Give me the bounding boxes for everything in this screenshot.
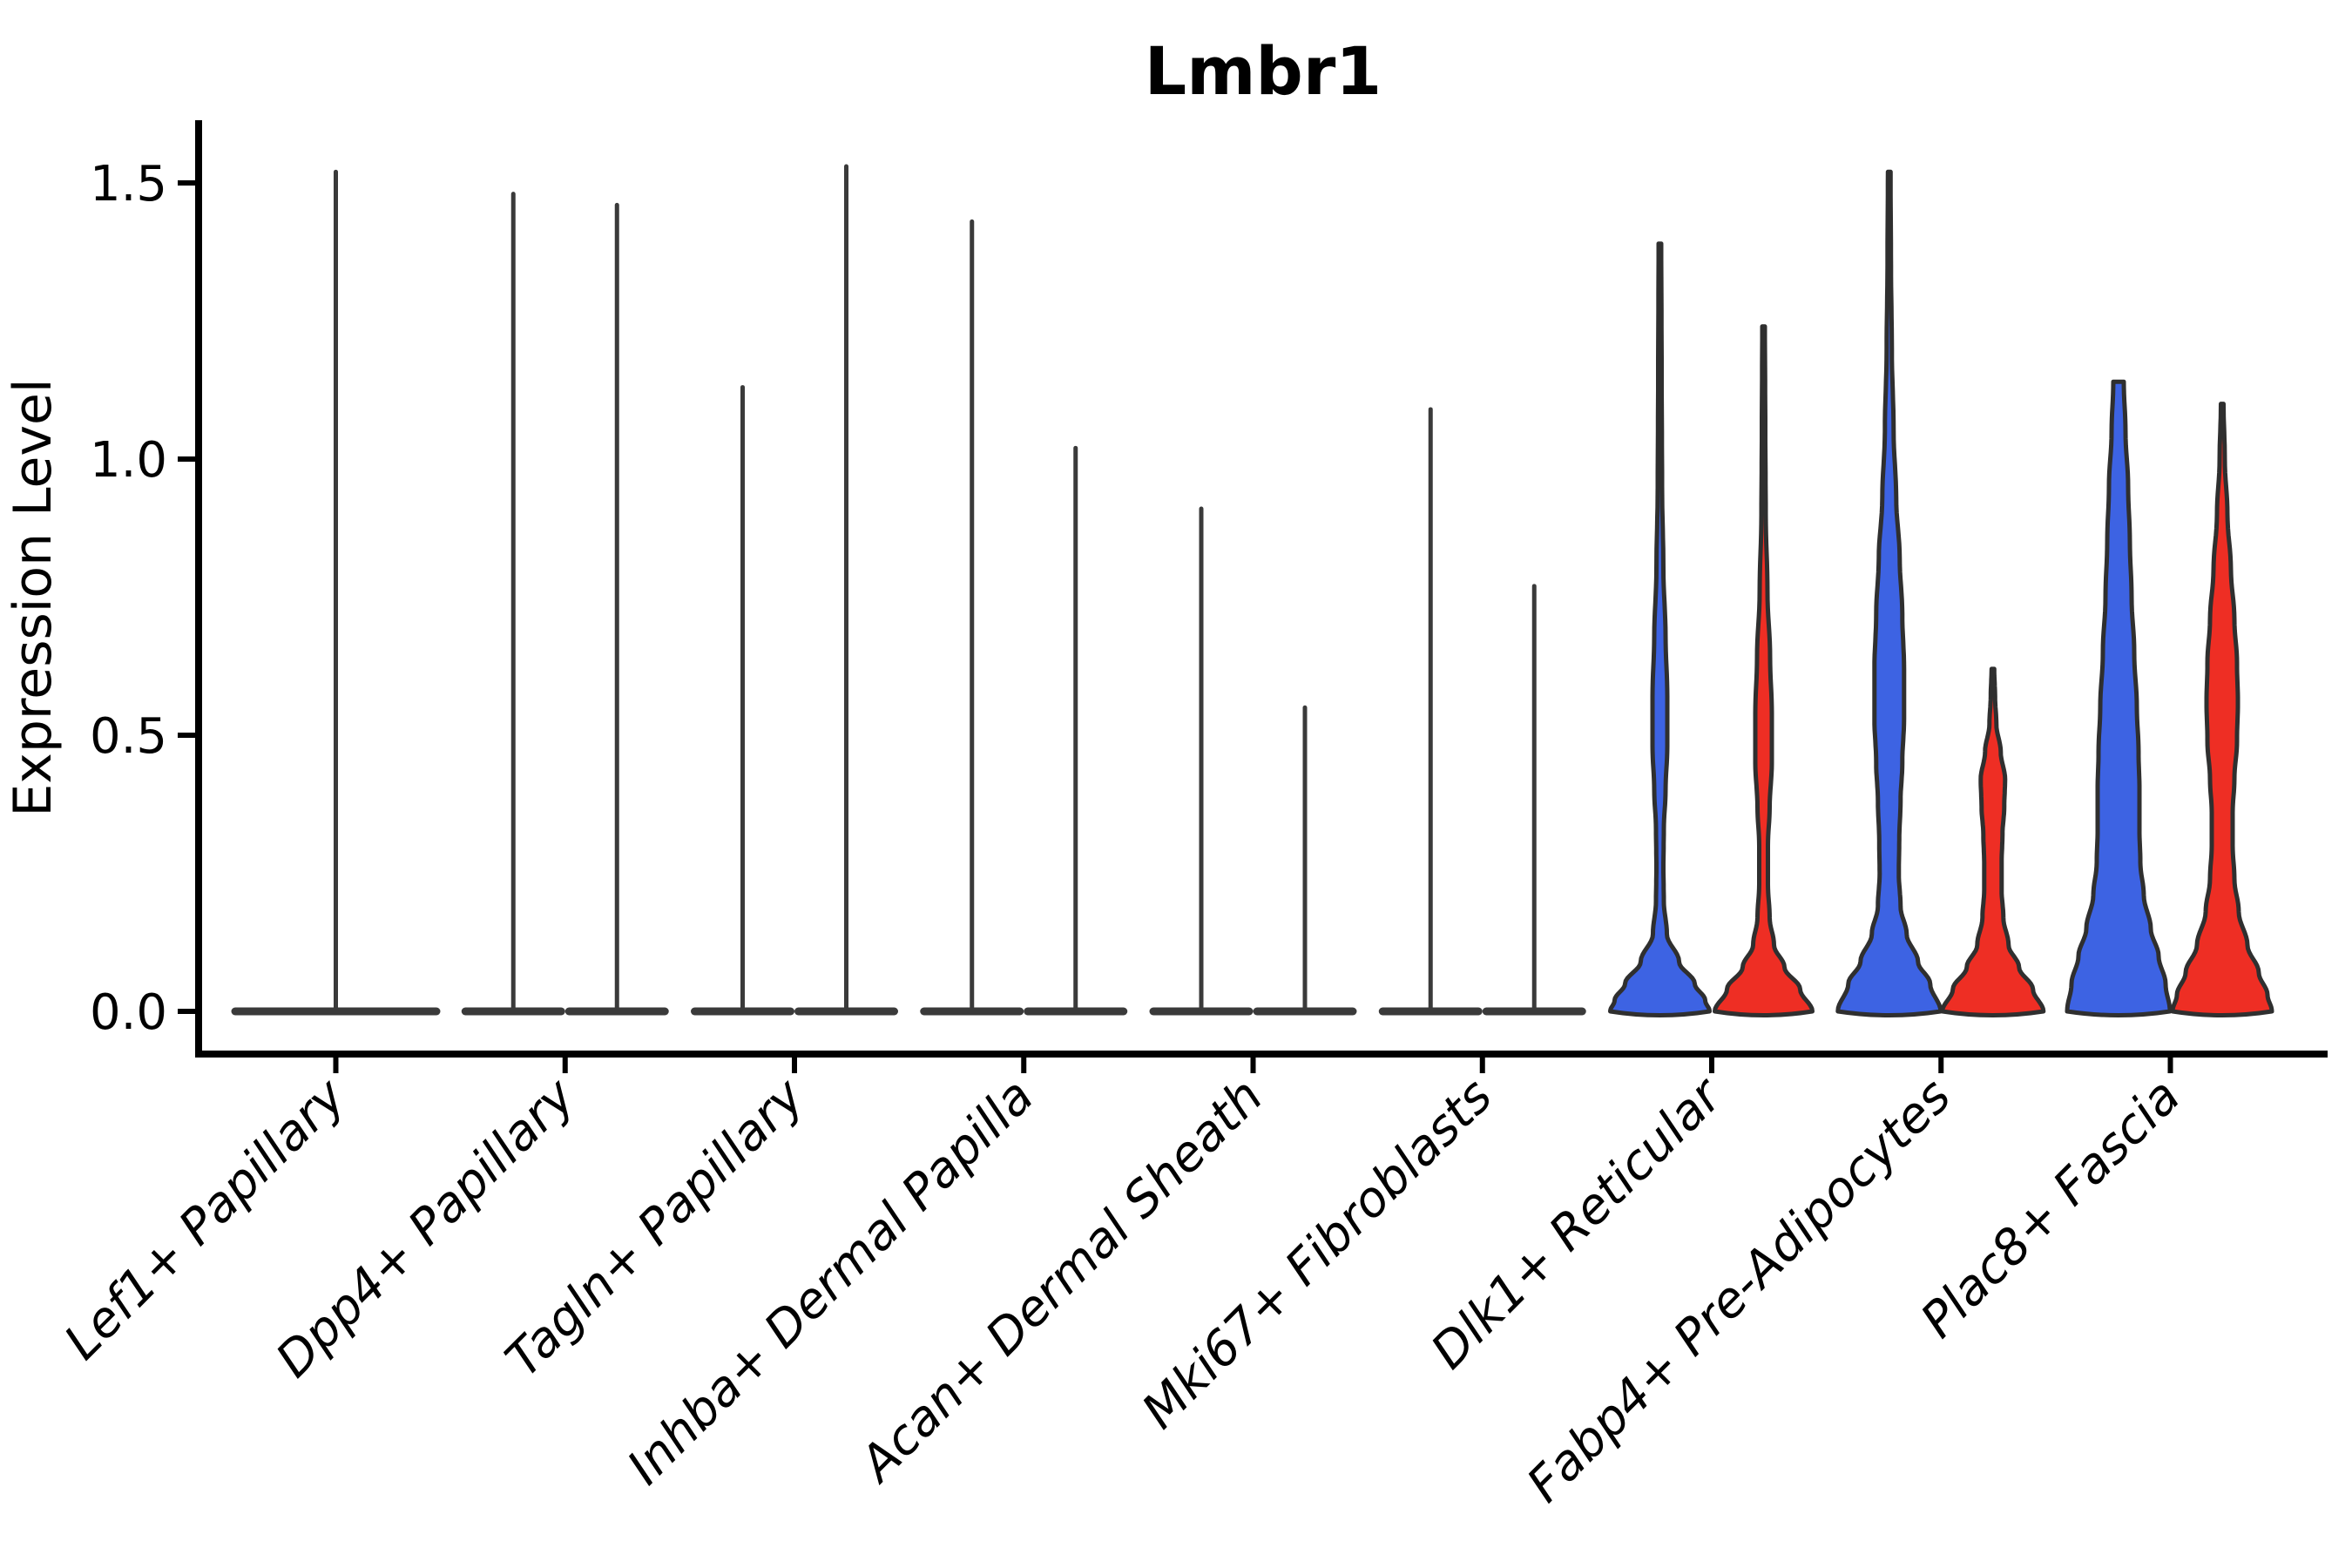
violin-shape — [1608, 241, 1712, 1017]
violin-base — [461, 1007, 565, 1016]
violin-shape — [1713, 324, 1815, 1017]
violin — [1835, 169, 1943, 1017]
y-axis-label: Expression Level — [3, 378, 64, 816]
violin-base — [1482, 1007, 1586, 1016]
violin — [1149, 506, 1254, 1016]
x-tick-label: Acan+ Dermal Sheath — [848, 1068, 1274, 1494]
violin — [794, 164, 898, 1016]
violin — [564, 202, 669, 1016]
violin — [920, 219, 1024, 1016]
violin-base — [1378, 1007, 1483, 1016]
violin-base — [691, 1007, 794, 1016]
violin — [1940, 666, 2046, 1017]
violin-shape — [1940, 666, 2046, 1017]
violin — [231, 169, 441, 1016]
y-tick-label: 0.5 — [90, 708, 167, 765]
x-tick-label: Fabp4+ Pre-Adipocytes — [1517, 1068, 1962, 1513]
violin-base — [794, 1007, 898, 1016]
violin — [1024, 445, 1128, 1016]
y-tick-label: 1.5 — [90, 156, 167, 213]
y-tick-labels: 0.0 0.5 1.0 1.5 — [90, 156, 167, 1041]
violin-base — [920, 1007, 1024, 1016]
violin — [1253, 705, 1357, 1016]
violin — [1378, 407, 1483, 1016]
violin-shape — [2170, 402, 2274, 1017]
chart-title: Lmbr1 — [1145, 32, 1382, 110]
y-tick-label: 1.0 — [90, 432, 167, 489]
violin — [461, 192, 565, 1016]
violins — [231, 164, 2274, 1017]
violin-shape — [1835, 169, 1943, 1017]
violin-base — [231, 1007, 441, 1016]
violin-base — [564, 1007, 669, 1016]
violin — [691, 385, 794, 1016]
y-tick-label: 0.0 — [90, 984, 167, 1041]
violin-shape — [2065, 379, 2173, 1017]
violin — [1608, 241, 1712, 1017]
violin-base — [1253, 1007, 1357, 1016]
violin — [2170, 402, 2274, 1017]
violin — [2065, 379, 2173, 1017]
violin — [1482, 584, 1586, 1016]
violin-base — [1149, 1007, 1254, 1016]
axes — [178, 120, 2328, 1073]
violin — [1713, 324, 1815, 1017]
x-tick-label: Inhba+ Dermal Papilla — [617, 1068, 1044, 1496]
violin-base — [1024, 1007, 1128, 1016]
